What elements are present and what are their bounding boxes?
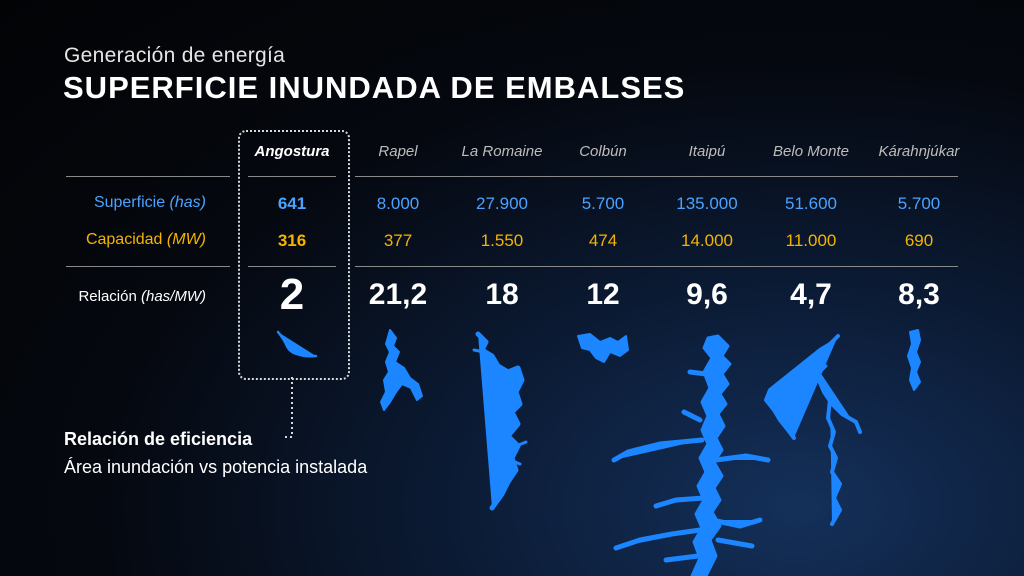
reservoir-shape-itaipu xyxy=(690,334,732,576)
capacidad-rapel: 377 xyxy=(383,231,413,250)
efficiency-description: Área inundación vs potencia instalada xyxy=(64,457,368,477)
reservoir-shape-la-romaine xyxy=(472,348,528,466)
reservoir-shape-la-romaine xyxy=(475,331,525,511)
separator-line xyxy=(355,176,958,177)
header-la-romaine: La Romaine xyxy=(461,143,543,160)
reservoir-shape-rapel xyxy=(380,329,423,411)
separator-line xyxy=(248,176,336,177)
capacidad-angostura: 316 xyxy=(277,231,307,250)
reservoir-shape-itaipu xyxy=(611,369,771,563)
relacion-rapel: 21,2 xyxy=(368,278,428,311)
row-label-unit: (has/MW) xyxy=(141,288,206,305)
capacidad-colbun: 474 xyxy=(588,231,618,250)
reservoir-shape-angostura xyxy=(276,330,318,358)
header-belo-monte: Belo Monte xyxy=(773,143,849,160)
superficie-itaipu: 135.000 xyxy=(676,194,738,213)
reservoir-shape-karahnjukar xyxy=(907,329,921,391)
row-label-text: Superficie xyxy=(93,194,166,211)
slide-title: SUPERFICIE INUNDADA DE EMBALSES xyxy=(63,70,686,105)
reservoir-shape-belo-monte xyxy=(788,360,828,406)
slide-subtitle: Generación de energía xyxy=(64,44,286,67)
header-itaipu: Itaipú xyxy=(688,143,726,160)
header-rapel: Rapel xyxy=(378,143,418,160)
angostura-highlight-box xyxy=(238,130,350,380)
connector-line xyxy=(283,377,293,438)
efficiency-heading: Relación de eficiencia xyxy=(64,429,253,449)
reservoir-shape-belo-monte xyxy=(764,334,840,440)
relacion-karahnjukar: 8,3 xyxy=(898,278,940,311)
reservoir-shape-colbun xyxy=(577,333,629,363)
header-angostura: Angostura xyxy=(254,143,330,160)
superficie-rapel: 8.000 xyxy=(376,194,420,213)
row-label-text: Capacidad xyxy=(85,231,163,248)
separator-line xyxy=(248,266,336,267)
superficie-karahnjukar: 5.700 xyxy=(897,194,941,213)
superficie-angostura: 641 xyxy=(277,194,307,213)
header-colbun: Colbún xyxy=(579,143,627,160)
superficie-belo-monte: 51.600 xyxy=(785,194,837,213)
header-karahnjukar: Kárahnjúkar xyxy=(878,143,960,160)
row-label-unit: (has) xyxy=(169,194,206,211)
separator-line xyxy=(66,176,230,177)
separator-line xyxy=(66,266,230,267)
reservoir-shape-belo-monte xyxy=(810,358,862,526)
relacion-la-romaine: 18 xyxy=(485,278,519,311)
superficie-colbun: 5.700 xyxy=(581,194,625,213)
separator-line xyxy=(355,266,958,267)
relacion-angostura: 2 xyxy=(279,270,305,319)
capacidad-itaipu: 14.000 xyxy=(681,231,733,250)
row-label-relacion: Relación (has/MW) xyxy=(56,288,206,305)
row-label-text: Relación xyxy=(78,288,137,305)
capacidad-la-romaine: 1.550 xyxy=(480,231,524,250)
capacidad-belo-monte: 11.000 xyxy=(785,231,837,250)
row-label-superficie: Superficie (has) xyxy=(56,194,206,212)
relacion-itaipu: 9,6 xyxy=(686,278,728,311)
superficie-la-romaine: 27.900 xyxy=(476,194,528,213)
row-label-capacidad: Capacidad (MW) xyxy=(56,231,206,249)
relacion-belo-monte: 4,7 xyxy=(790,278,832,311)
capacidad-karahnjukar: 690 xyxy=(904,231,934,250)
row-label-unit: (MW) xyxy=(166,231,206,248)
relacion-colbun: 12 xyxy=(586,278,620,311)
